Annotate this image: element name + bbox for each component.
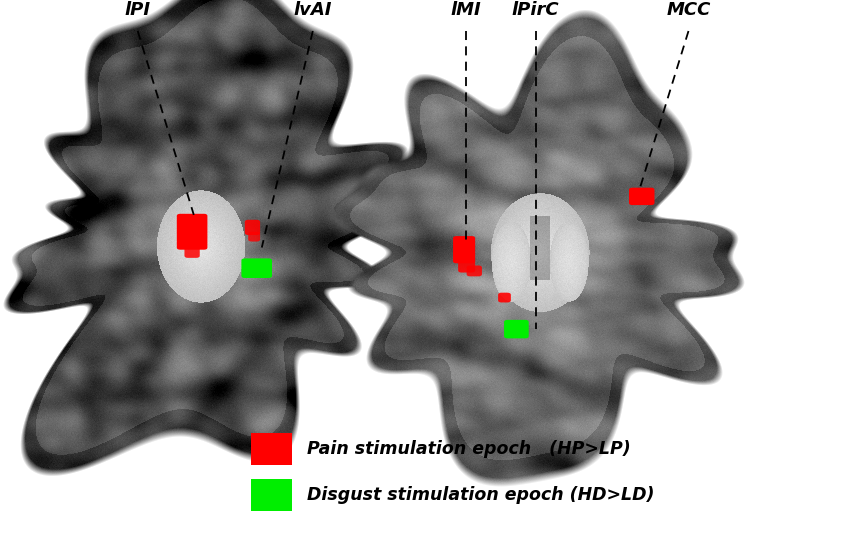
FancyBboxPatch shape (458, 258, 475, 273)
Text: Disgust stimulation epoch (HD>LD): Disgust stimulation epoch (HD>LD) (307, 486, 654, 504)
FancyBboxPatch shape (177, 214, 207, 250)
FancyBboxPatch shape (498, 293, 511, 302)
Bar (251, 479, 292, 511)
Text: lvAI: lvAI (293, 1, 332, 19)
Text: lPI: lPI (125, 1, 150, 19)
FancyBboxPatch shape (241, 258, 272, 278)
FancyBboxPatch shape (629, 188, 654, 205)
Text: Pain stimulation epoch   (HP>LP): Pain stimulation epoch (HP>LP) (307, 440, 631, 458)
FancyBboxPatch shape (248, 232, 260, 242)
FancyBboxPatch shape (467, 265, 482, 276)
Text: MCC: MCC (666, 1, 711, 19)
Text: lPirC: lPirC (512, 1, 559, 19)
Text: lMI: lMI (450, 1, 481, 19)
FancyBboxPatch shape (504, 320, 529, 338)
FancyBboxPatch shape (184, 246, 200, 258)
Bar (251, 433, 292, 465)
FancyBboxPatch shape (453, 236, 475, 263)
FancyBboxPatch shape (245, 220, 260, 235)
